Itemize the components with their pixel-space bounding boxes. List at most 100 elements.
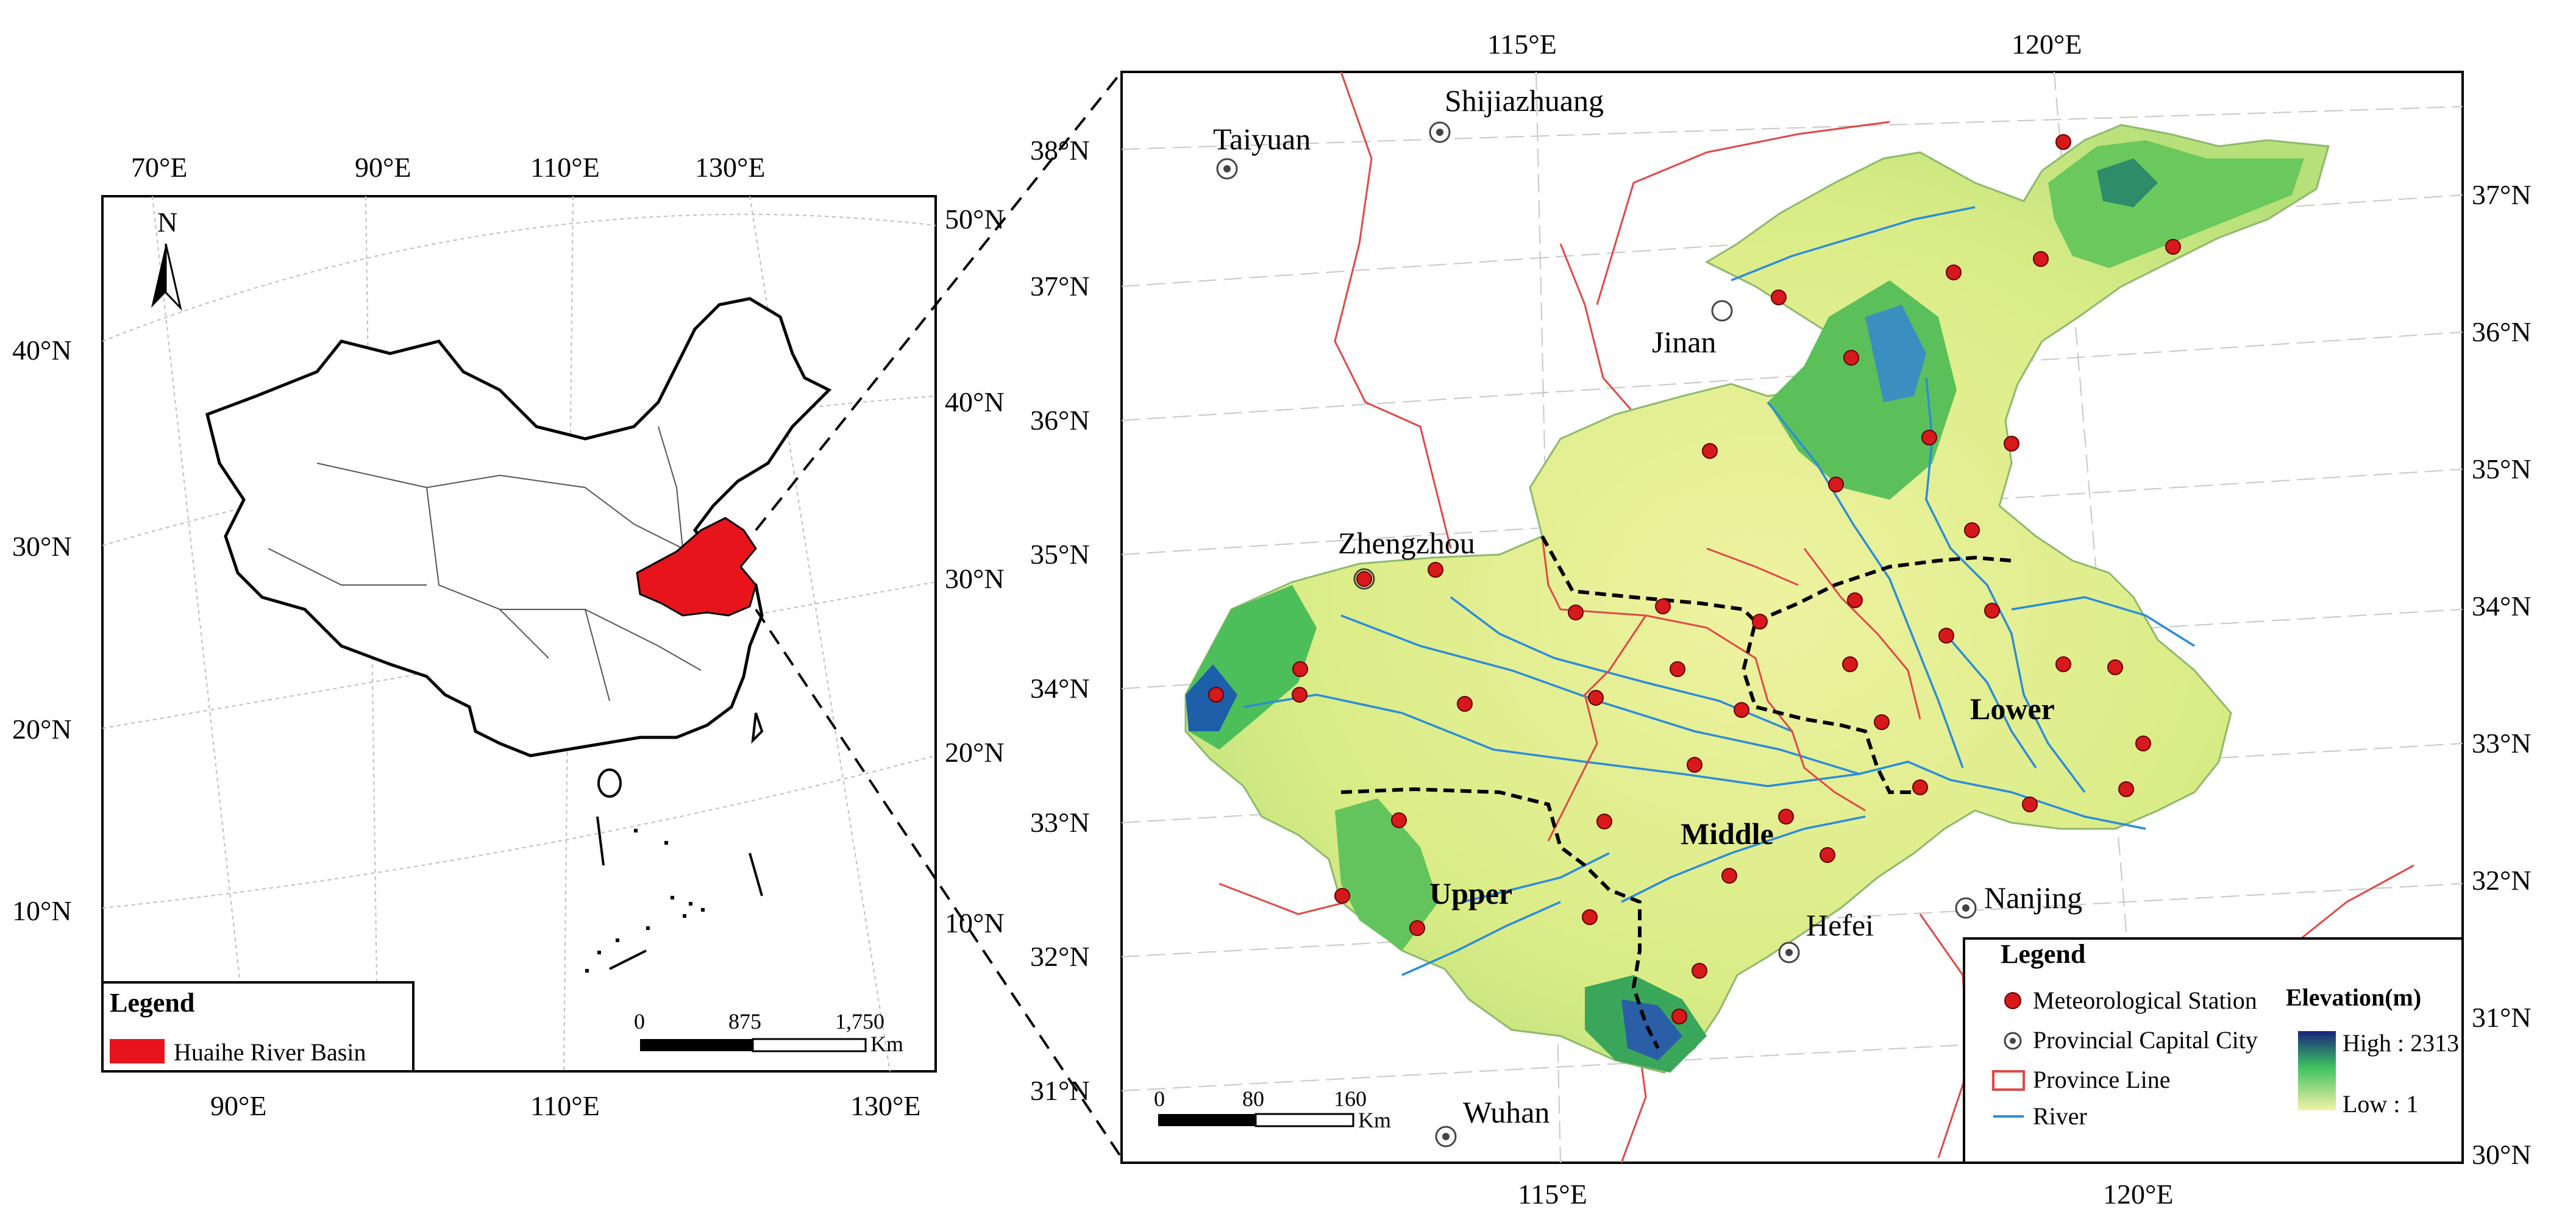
station-marker: [1752, 614, 1768, 630]
station-marker: [1588, 690, 1604, 706]
provincial-capitals: Taiyuan Shijiazhuang Jinan Zhengzhou Hef…: [1213, 83, 2082, 1148]
station-marker: [2022, 796, 2038, 812]
region-label-middle: Middle: [1681, 817, 1774, 851]
south-china-sea-islands: [585, 829, 705, 973]
right-scale-1: 80: [1242, 1087, 1264, 1111]
legend-item-river: River: [2033, 1102, 2087, 1130]
region-label-upper: Upper: [1429, 876, 1512, 910]
legend-item-station: Meteorological Station: [2033, 987, 2257, 1014]
station-marker: [1670, 661, 1685, 677]
capital-nanjing: Nanjing: [1955, 881, 2082, 919]
right-map-left-lat-7: 32°N: [1030, 941, 1090, 972]
right-map-left-lat-8: 31°N: [1030, 1075, 1090, 1106]
left-scale-0: 0: [634, 1009, 645, 1034]
city-label-hefei: Hefei: [1806, 908, 1874, 942]
hainan-island: [597, 768, 622, 798]
left-top-lon-2: 90°E: [355, 152, 411, 183]
station-marker: [1984, 603, 2000, 619]
station-marker: [1292, 661, 1308, 677]
station-marker: [1428, 562, 1443, 578]
left-map: N 70°E 90°E 110°E 130°E 90°E 110°E 130°E…: [12, 152, 1005, 1121]
left-top-lon-4: 130°E: [695, 152, 766, 183]
city-label-zhengzhou: Zhengzhou: [1338, 526, 1475, 560]
right-map-right-lat-3: 35°N: [2472, 453, 2532, 484]
station-marker: [1946, 264, 1962, 280]
right-legend-title: Legend: [2001, 939, 2085, 969]
right-lat-2: 40°N: [945, 386, 1005, 417]
station-marker: [2004, 436, 2019, 452]
station-marker: [1721, 868, 1737, 884]
left-legend-title: Legend: [110, 988, 194, 1018]
right-bottom-lon-1: 115°E: [1518, 1179, 1587, 1210]
nine-dash-segments: [596, 816, 763, 970]
station-marker: [1828, 477, 1844, 492]
right-map-right-lat-8: 30°N: [2472, 1139, 2532, 1170]
station-marker: [1847, 592, 1863, 608]
station-marker: [1582, 909, 1598, 925]
elevation-colorbar: [2298, 1031, 2336, 1110]
right-lat-4: 20°N: [945, 737, 1005, 768]
station-marker: [1842, 656, 1858, 672]
left-bottom-lon-1: 90°E: [210, 1090, 267, 1121]
right-scale-2: 160: [1334, 1087, 1367, 1111]
station-marker: [1843, 350, 1859, 366]
station-marker: [2033, 251, 2049, 267]
station-marker: [1938, 628, 1954, 644]
left-scale-unit: Km: [870, 1032, 903, 1056]
right-map-right-lat-2: 36°N: [2472, 316, 2532, 347]
capital-hefei: Hefei: [1778, 908, 1874, 963]
rivers: [1243, 206, 2195, 976]
legend-item-province: Province Line: [2033, 1066, 2171, 1093]
right-map-right-lat-1: 37°N: [2472, 179, 2532, 210]
elevation-low-label: Low : 1: [2343, 1090, 2418, 1118]
legend-item-capital: Provincial Capital City: [2033, 1026, 2258, 1054]
huaihe-basin-highlight: [636, 517, 757, 617]
right-map-left-lat-1: 38°N: [1030, 135, 1090, 166]
station-marker: [1964, 522, 1980, 538]
station-marker: [1457, 696, 1473, 712]
china-provinces: [268, 426, 702, 701]
north-label: N: [157, 207, 177, 238]
left-lat-3: 20°N: [12, 714, 72, 745]
station-marker: [1671, 1009, 1687, 1024]
legend-station-symbol: [2004, 992, 2021, 1009]
zoom-connector-lines: [755, 71, 1123, 1159]
station-marker: [2107, 659, 2123, 675]
right-scale-0: 0: [1154, 1087, 1165, 1111]
station-marker: [2118, 781, 2134, 797]
left-bottom-lon-2: 110°E: [530, 1090, 600, 1121]
station-marker: [2055, 134, 2071, 150]
left-lat-4: 10°N: [12, 895, 72, 926]
right-map-left-lat-3: 36°N: [1030, 405, 1090, 436]
left-scale-2: 1,750: [835, 1009, 884, 1034]
right-map-right-lat-6: 32°N: [2472, 865, 2532, 896]
left-legend-swatch: [110, 1039, 165, 1063]
north-arrow: N: [151, 207, 182, 311]
right-map-left-lat-6: 33°N: [1030, 807, 1090, 838]
station-marker: [2165, 239, 2181, 255]
sub-basin-boundaries: [1340, 535, 2012, 1049]
left-bottom-lon-3: 130°E: [850, 1090, 921, 1121]
terrain-highlands: [1186, 140, 2304, 1073]
left-scale-bar: 0 875 1,750 Km: [634, 1009, 903, 1056]
station-marker: [1692, 963, 1707, 979]
left-top-lon-1: 70°E: [131, 152, 188, 183]
station-marker: [1820, 847, 1835, 863]
legend-province-symbol: [1992, 1070, 2025, 1091]
station-marker: [1702, 443, 1718, 459]
capital-jinan: Jinan: [1652, 300, 1733, 359]
station-marker: [1778, 809, 1794, 825]
left-lat-2: 30°N: [12, 531, 72, 562]
right-map-right-lat-7: 31°N: [2472, 1002, 2532, 1033]
station-marker: [1391, 812, 1407, 828]
right-map-left-lat-4: 35°N: [1030, 539, 1090, 570]
capital-zhengzhou: Zhengzhou: [1338, 526, 1475, 590]
right-lat-1: 50°N: [945, 204, 1005, 235]
station-marker: [1687, 757, 1703, 773]
city-label-taiyuan: Taiyuan: [1213, 122, 1311, 156]
right-map-right-lat-4: 34°N: [2472, 591, 2532, 622]
right-lat-5: 10°N: [945, 907, 1005, 938]
city-label-nanjing: Nanjing: [1984, 881, 2082, 915]
station-marker: [1874, 714, 1890, 730]
